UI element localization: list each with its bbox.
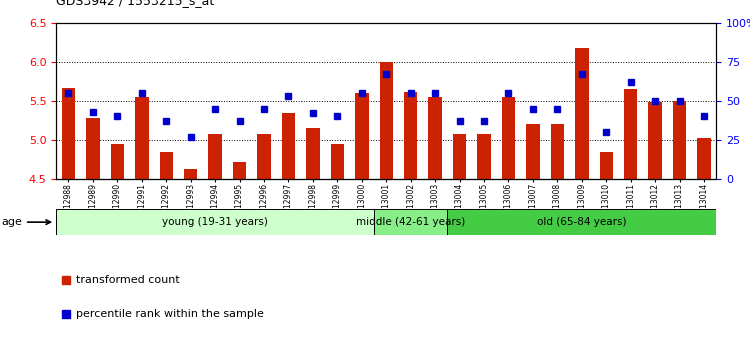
Bar bbox=[673, 101, 686, 179]
Text: old (65-84 years): old (65-84 years) bbox=[537, 217, 626, 227]
Bar bbox=[526, 124, 540, 179]
Bar bbox=[428, 97, 442, 179]
Bar bbox=[56, 209, 374, 235]
Bar bbox=[135, 97, 148, 179]
Bar bbox=[306, 128, 320, 179]
Bar bbox=[477, 133, 490, 179]
Bar bbox=[599, 152, 613, 179]
Bar bbox=[160, 152, 173, 179]
Bar bbox=[374, 209, 447, 235]
Bar bbox=[232, 162, 246, 179]
Bar bbox=[257, 133, 271, 179]
Bar bbox=[355, 93, 368, 179]
Text: transformed count: transformed count bbox=[76, 275, 180, 285]
Bar bbox=[453, 133, 466, 179]
Text: percentile rank within the sample: percentile rank within the sample bbox=[76, 309, 264, 320]
Bar bbox=[404, 92, 418, 179]
Bar bbox=[184, 169, 197, 179]
Bar bbox=[111, 144, 124, 179]
Bar bbox=[550, 124, 564, 179]
Bar bbox=[698, 138, 711, 179]
Text: middle (42-61 years): middle (42-61 years) bbox=[356, 217, 465, 227]
Text: young (19-31 years): young (19-31 years) bbox=[162, 217, 268, 227]
Bar bbox=[380, 62, 393, 179]
Bar bbox=[575, 48, 589, 179]
Bar bbox=[62, 88, 75, 179]
Bar bbox=[209, 133, 222, 179]
Bar bbox=[502, 97, 515, 179]
Bar bbox=[624, 89, 638, 179]
Text: GDS3942 / 1553215_s_at: GDS3942 / 1553215_s_at bbox=[56, 0, 214, 7]
Bar bbox=[447, 209, 716, 235]
Bar bbox=[86, 118, 100, 179]
Text: age: age bbox=[2, 217, 50, 227]
Bar bbox=[331, 144, 344, 179]
Bar bbox=[282, 113, 296, 179]
Bar bbox=[649, 102, 662, 179]
